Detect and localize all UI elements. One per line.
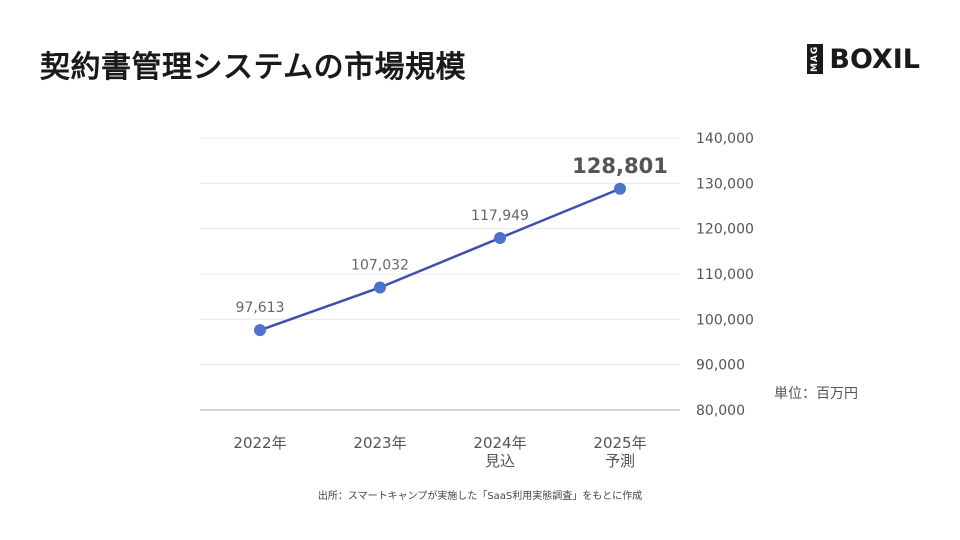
source-note: 出所：スマートキャンプが実施した「SaaS利用実態調査」をもとに作成 — [317, 491, 643, 502]
y-tick-label: 110,000 — [696, 267, 754, 283]
data-label: 97,613 — [236, 300, 285, 316]
x-tick-label: 予測 — [605, 452, 635, 470]
y-tick-label: 80,000 — [696, 403, 745, 419]
unit-label: 単位：百万円 — [774, 386, 858, 402]
data-point — [374, 281, 386, 294]
series-line — [259, 187, 621, 332]
logo-brand-text: BOXIL — [829, 43, 920, 75]
y-tick-label: 100,000 — [696, 312, 754, 328]
data-point — [614, 182, 626, 195]
x-tick-label: 2025年 — [593, 434, 646, 452]
y-tick-label: 130,000 — [696, 176, 754, 192]
x-tick-label: 2023年 — [353, 434, 406, 452]
boxil-logo[interactable]: MAG BOXIL — [807, 44, 920, 74]
y-tick-label: 90,000 — [696, 358, 745, 374]
x-tick-label: 2024年 — [473, 434, 526, 452]
data-label: 117,949 — [471, 208, 529, 224]
x-tick-label: 2022年 — [233, 434, 286, 452]
data-label: 107,032 — [351, 257, 409, 273]
y-tick-label: 140,000 — [696, 131, 754, 147]
page-title: 契約書管理システムの市場規模 — [40, 50, 467, 85]
x-tick-label: 見込 — [485, 452, 515, 470]
data-point — [494, 231, 506, 244]
data-point — [254, 324, 266, 337]
y-tick-label: 120,000 — [696, 222, 754, 238]
data-label: 128,801 — [572, 154, 668, 178]
